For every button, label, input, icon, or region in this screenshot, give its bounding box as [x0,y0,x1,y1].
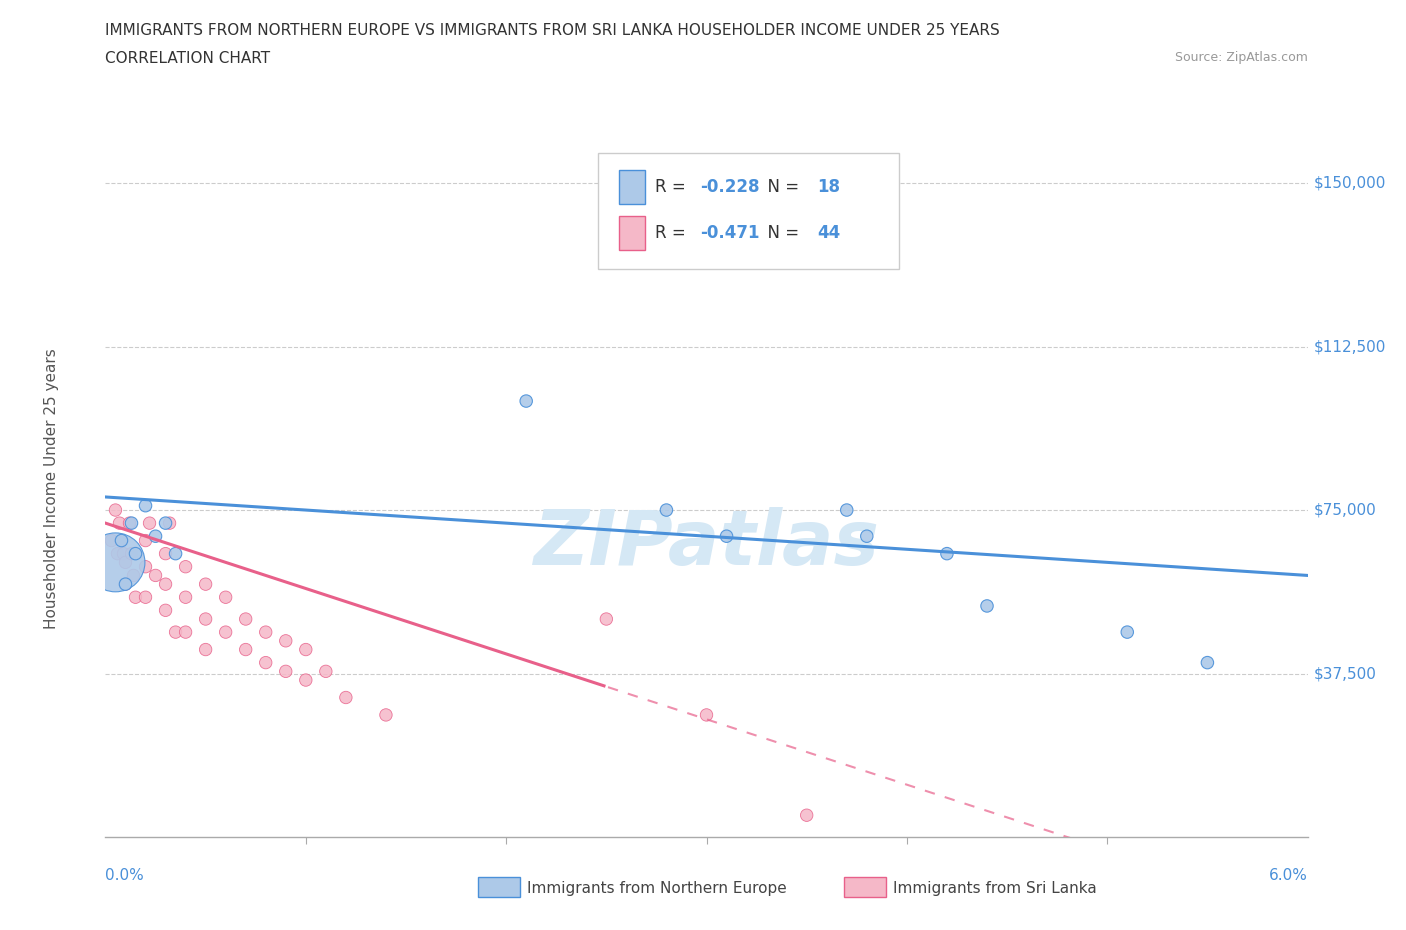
Point [112,546,135,561]
Point [595,612,617,627]
Point [214,590,236,604]
Point [274,664,297,679]
Text: $150,000: $150,000 [1313,176,1386,191]
Text: $75,000: $75,000 [1313,502,1376,518]
Point [194,577,217,591]
Point [1116,625,1139,640]
Text: $112,500: $112,500 [1313,339,1386,354]
Point [122,568,145,583]
Text: IMMIGRANTS FROM NORTHERN EUROPE VS IMMIGRANTS FROM SRI LANKA HOUSEHOLDER INCOME : IMMIGRANTS FROM NORTHERN EUROPE VS IMMIG… [105,23,1000,38]
Point [796,808,818,823]
Text: 0.0%: 0.0% [105,869,145,883]
Point [100,533,122,548]
Bar [619,170,645,204]
Text: Immigrants from Sri Lanka: Immigrants from Sri Lanka [893,881,1097,896]
Point [135,533,157,548]
Text: R =: R = [655,224,690,242]
Point [104,555,127,570]
Point [155,515,177,530]
Point [214,625,236,640]
Text: -0.228: -0.228 [700,178,761,196]
Point [1197,655,1219,670]
Bar [619,217,645,250]
Text: Immigrants from Northern Europe: Immigrants from Northern Europe [527,881,787,896]
Point [165,546,187,561]
Point [295,672,318,687]
Point [855,529,877,544]
Text: Householder Income Under 25 years: Householder Income Under 25 years [44,348,59,629]
Point [107,546,129,561]
Point [295,642,318,657]
Point [155,577,177,591]
Point [976,599,998,614]
Point [104,502,127,517]
Point [124,590,146,604]
Text: $37,500: $37,500 [1313,666,1376,681]
Point [145,529,167,544]
Point [114,577,136,591]
Point [696,708,718,723]
Point [274,633,297,648]
Point [124,546,146,561]
Point [235,612,257,627]
Text: 18: 18 [817,178,841,196]
Point [174,559,197,574]
Point [936,546,959,561]
Point [138,515,160,530]
Point [835,502,858,517]
Point [159,515,181,530]
Text: 6.0%: 6.0% [1268,869,1308,883]
Text: 44: 44 [817,224,841,242]
Point [515,393,537,408]
Text: N =: N = [756,224,804,242]
Point [194,642,217,657]
Text: N =: N = [756,178,804,196]
Point [145,568,167,583]
Point [174,625,197,640]
Point [655,502,678,517]
Point [194,612,217,627]
Point [254,625,277,640]
Text: CORRELATION CHART: CORRELATION CHART [105,51,270,66]
Point [135,498,157,513]
Point [335,690,357,705]
Point [121,546,143,561]
Point [174,590,197,604]
Point [315,664,337,679]
Point [135,559,157,574]
Text: R =: R = [655,178,690,196]
Point [155,603,177,618]
Point [155,546,177,561]
Point [716,529,738,544]
Point [235,642,257,657]
Point [121,515,143,530]
Point [114,555,136,570]
Point [374,708,398,723]
FancyBboxPatch shape [599,153,898,269]
Point [110,533,132,548]
Point [165,625,187,640]
Point [110,533,132,548]
Point [108,515,131,530]
Text: ZIPatlas: ZIPatlas [533,507,880,581]
Point [254,655,277,670]
Text: Source: ZipAtlas.com: Source: ZipAtlas.com [1174,51,1308,64]
Point [118,515,141,530]
Point [114,577,136,591]
Text: -0.471: -0.471 [700,224,761,242]
Point [135,590,157,604]
